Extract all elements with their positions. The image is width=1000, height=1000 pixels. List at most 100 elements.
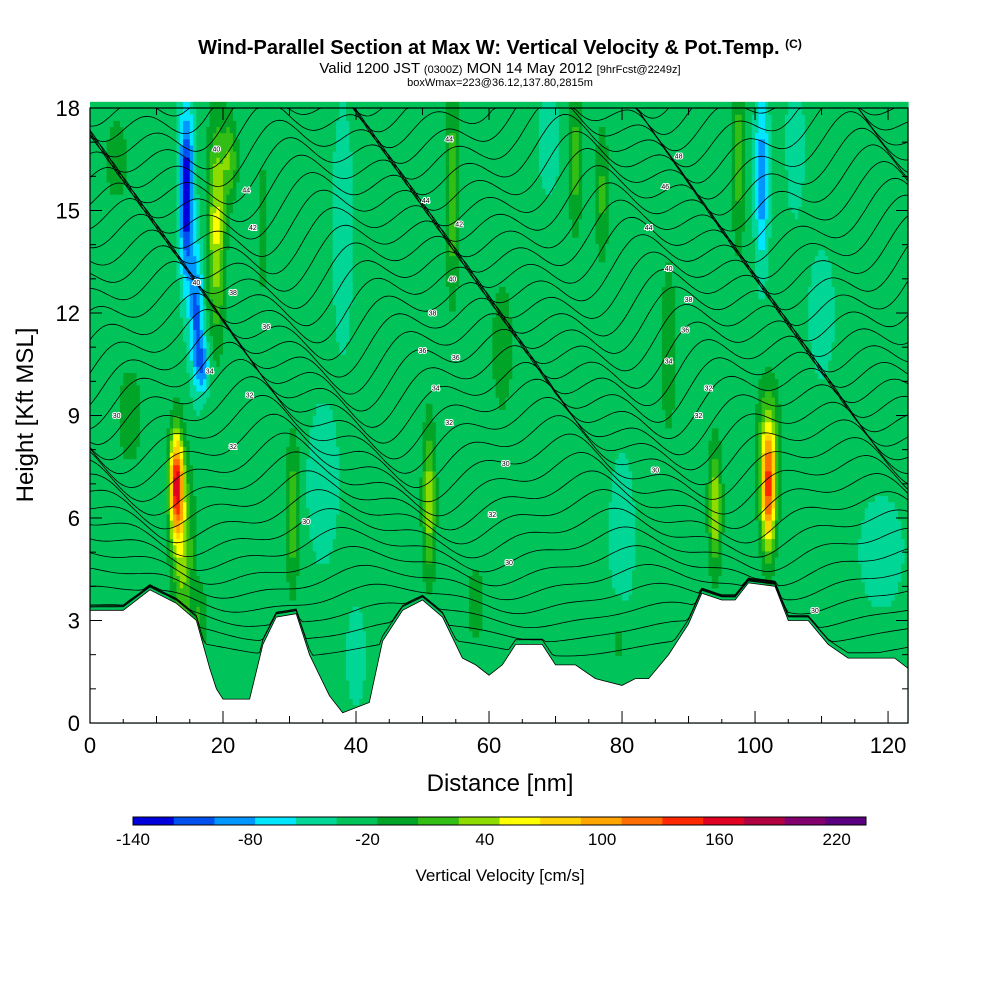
velocity-cell: [113, 298, 118, 306]
velocity-cell: [99, 458, 104, 466]
velocity-cell: [116, 421, 121, 429]
velocity-cell: [103, 575, 108, 583]
velocity-cell: [126, 433, 131, 441]
velocity-cell: [116, 354, 121, 361]
velocity-cell: [119, 231, 124, 238]
velocity-cell: [123, 532, 128, 540]
velocity-cell: [129, 212, 134, 220]
velocity-cell: [96, 347, 101, 355]
velocity-cell: [106, 532, 111, 540]
velocity-cell: [123, 415, 128, 423]
velocity-cell: [90, 249, 94, 257]
velocity-cell: [103, 378, 108, 386]
velocity-cell: [116, 317, 121, 324]
velocity-cell: [93, 526, 98, 533]
velocity-cell: [106, 366, 111, 374]
velocity-cell: [126, 477, 131, 484]
velocity-cell: [129, 218, 134, 226]
velocity-cell: [106, 249, 111, 257]
velocity-cell: [109, 587, 114, 595]
velocity-cell: [103, 292, 108, 300]
velocity-cell: [133, 575, 138, 583]
velocity-cell: [99, 329, 104, 337]
velocity-cell: [93, 513, 98, 521]
velocity-cell: [133, 175, 138, 183]
velocity-cell: [113, 470, 118, 478]
velocity-cell: [96, 513, 101, 521]
velocity-cell: [119, 194, 124, 201]
velocity-cell: [93, 532, 98, 540]
velocity-cell: [90, 163, 94, 171]
velocity-cell: [90, 261, 94, 269]
velocity-cell: [96, 495, 101, 503]
velocity-cell: [109, 243, 114, 251]
velocity-cell: [93, 600, 98, 607]
velocity-cell: [99, 317, 104, 324]
velocity-cell: [136, 390, 141, 398]
velocity-cell: [93, 231, 98, 238]
velocity-cell: [113, 366, 118, 374]
velocity-cell: [93, 194, 98, 201]
velocity-cell: [109, 563, 114, 570]
velocity-cell: [126, 261, 131, 269]
velocity-cell: [90, 360, 94, 367]
velocity-cell: [119, 132, 124, 140]
velocity-cell: [93, 360, 98, 367]
velocity-cell: [113, 433, 118, 441]
velocity-cell: [93, 409, 98, 417]
velocity-cell: [126, 280, 131, 287]
velocity-cell: [90, 175, 94, 183]
velocity-cell: [96, 304, 101, 312]
velocity-cell: [103, 569, 108, 576]
velocity-cell: [103, 507, 108, 515]
velocity-cell: [103, 274, 108, 281]
velocity-cell: [109, 538, 114, 546]
velocity-cell: [136, 587, 141, 595]
velocity-cell: [99, 526, 104, 533]
velocity-cell: [109, 237, 114, 244]
velocity-cell: [126, 384, 131, 392]
velocity-cell: [136, 464, 141, 472]
velocity-cell: [126, 249, 131, 257]
velocity-cell: [133, 108, 138, 115]
velocity-cell: [129, 274, 134, 281]
velocity-cell: [106, 163, 111, 171]
velocity-cell: [116, 218, 121, 226]
velocity-cell: [93, 132, 98, 140]
velocity-cell: [96, 581, 101, 589]
velocity-cell: [129, 224, 134, 232]
velocity-cell: [90, 101, 94, 109]
velocity-cell: [96, 470, 101, 478]
velocity-cell: [103, 403, 108, 410]
velocity-cell: [126, 347, 131, 355]
velocity-cell: [109, 126, 114, 134]
velocity-cell: [103, 181, 108, 189]
velocity-cell: [99, 501, 104, 509]
velocity-cell: [99, 157, 104, 164]
velocity-cell: [93, 477, 98, 484]
velocity-cell: [93, 157, 98, 164]
velocity-cell: [90, 126, 94, 134]
velocity-cell: [126, 231, 131, 238]
velocity-cell: [123, 237, 128, 244]
velocity-cell: [126, 501, 131, 509]
velocity-cell: [123, 243, 128, 251]
velocity-cell: [119, 575, 124, 583]
velocity-cell: [109, 138, 114, 146]
velocity-cell: [106, 458, 111, 466]
velocity-cell: [96, 421, 101, 429]
velocity-cell: [126, 126, 131, 134]
velocity-cell: [136, 427, 141, 435]
velocity-cell: [129, 237, 134, 244]
velocity-cell: [133, 310, 138, 318]
velocity-cell: [116, 255, 121, 263]
velocity-cell: [103, 101, 108, 109]
velocity-cell: [93, 267, 98, 275]
velocity-cell: [123, 354, 128, 361]
velocity-cell: [106, 310, 111, 318]
velocity-cell: [133, 452, 138, 460]
velocity-cell: [103, 132, 108, 140]
velocity-cell: [93, 390, 98, 398]
velocity-cell: [99, 132, 104, 140]
velocity-cell: [129, 378, 134, 386]
